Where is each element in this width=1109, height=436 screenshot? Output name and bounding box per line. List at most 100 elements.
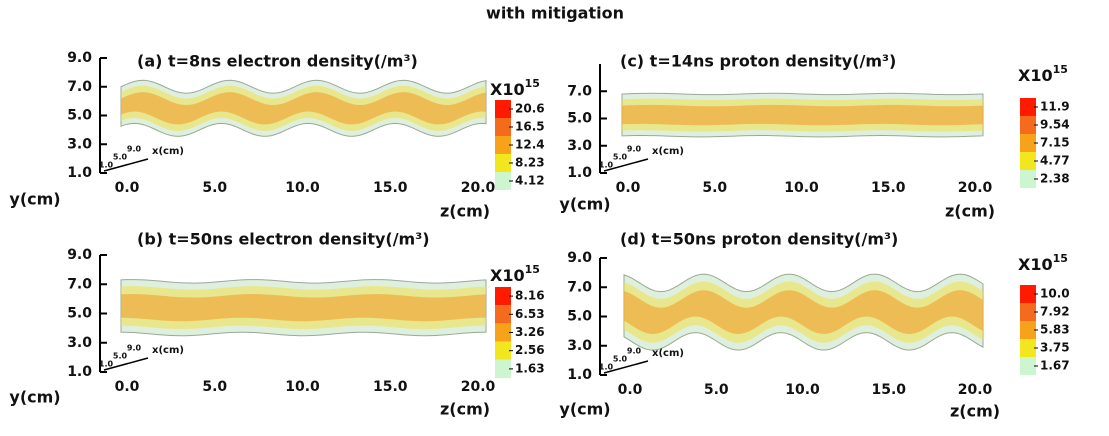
inset-axis (103, 357, 149, 371)
y-tick-label: 9.0 (567, 250, 592, 266)
y-tick-label: 1.0 (567, 367, 592, 383)
y-axis-label: y(cm) (9, 388, 60, 407)
colorbar-exponent: 15 (1053, 63, 1068, 76)
colorbar-tick-label: 12.4 (515, 138, 545, 152)
y-axis-label: y(cm) (559, 195, 610, 214)
inset-label: x(cm) (152, 146, 184, 157)
inset-tick-label: 9.0 (127, 145, 142, 154)
y-tick-label: 7.0 (67, 276, 92, 292)
y-tick-label: 1.0 (67, 364, 92, 380)
colorbar-cell (1020, 357, 1036, 375)
colorbar-cell (1020, 303, 1036, 321)
inset-tick-label: 1.0 (99, 161, 114, 170)
colorbar-title: X1015 (490, 263, 540, 285)
inset-tick-label: 5.0 (113, 153, 128, 162)
inset-tick-label: 5.0 (613, 355, 628, 364)
y-tick-label: 7.0 (67, 79, 92, 95)
y-axis-label: y(cm) (9, 190, 60, 209)
y-tick-label: 7.0 (567, 83, 592, 99)
x-tick-label: 15.0 (373, 180, 408, 196)
density-tube (121, 294, 486, 322)
x-tick-label: 15.0 (871, 382, 906, 398)
x-tick-label: 15.0 (373, 379, 408, 395)
inset-axis (603, 360, 649, 374)
x-tick-label: 10.0 (784, 180, 819, 196)
y-tick-label: 5.0 (67, 306, 92, 322)
colorbar-tick-label: 3.75 (1040, 341, 1070, 355)
y-tick-label: 3.0 (567, 138, 592, 154)
y-tick-label: 1.0 (67, 165, 92, 181)
colorbar-cell (495, 136, 511, 154)
x-tick-label: 20.0 (958, 180, 993, 196)
colorbar-cell (1020, 339, 1036, 357)
colorbar-tick-label: 4.77 (1040, 154, 1070, 168)
density-tube (121, 92, 486, 125)
colorbar-cell (1020, 134, 1036, 152)
y-tick-label: 5.0 (67, 108, 92, 124)
y-tick-label: 5.0 (567, 309, 592, 325)
y-tick-label: 7.0 (567, 279, 592, 295)
colorbar-tick-label: 1.63 (515, 361, 545, 375)
colorbar-cell (495, 154, 511, 172)
colorbar-multiplier: X10 (490, 266, 525, 285)
x-tick-label: 20.0 (958, 382, 993, 398)
inset-tick-label: 9.0 (127, 344, 142, 353)
panel-title: (a) t=8ns electron density(/m³) (137, 52, 418, 71)
x-tick-label: 5.0 (202, 180, 227, 196)
x-tick-label: 0.0 (616, 180, 641, 196)
inset-label: x(cm) (152, 345, 184, 356)
colorbar-multiplier: X10 (1018, 255, 1053, 274)
panel-title: (c) t=14ns proton density(/m³) (620, 52, 896, 71)
y-tick-label: 3.0 (67, 335, 92, 351)
density-tube (624, 290, 983, 334)
x-tick-label: 10.0 (285, 180, 320, 196)
colorbar-tick-label: 8.16 (515, 289, 545, 303)
x-tick-label: 5.0 (702, 180, 727, 196)
colorbar-cell (1020, 152, 1036, 170)
x-tick-label: 5.0 (704, 382, 729, 398)
inset-tick-label: 9.0 (627, 347, 642, 356)
colorbar-title: X1015 (1018, 63, 1068, 85)
colorbar-cell (495, 100, 511, 118)
colorbar-exponent: 15 (1053, 252, 1068, 265)
colorbar-cell (495, 305, 511, 324)
x-axis-label: z(cm) (950, 402, 1000, 421)
colorbar-cell (495, 323, 511, 342)
colorbar-tick-label: 5.83 (1040, 323, 1070, 337)
x-axis-label: z(cm) (440, 202, 490, 221)
inset-tick-label: 9.0 (627, 145, 642, 154)
colorbar-cell (495, 118, 511, 136)
x-tick-label: 15.0 (871, 180, 906, 196)
colorbar-exponent: 15 (525, 77, 540, 90)
colorbar-cell (1020, 321, 1036, 339)
inset-tick-label: 5.0 (613, 153, 628, 162)
x-tick-label: 20.0 (461, 180, 496, 196)
colorbar-tick-label: 2.56 (515, 343, 545, 357)
colorbar-tick-label: 9.54 (1040, 118, 1070, 132)
colorbar-tick-label: 11.9 (1040, 100, 1070, 114)
y-tick-label: 5.0 (567, 111, 592, 127)
figure-title: with mitigation (486, 4, 624, 23)
colorbar-tick-label: 8.23 (515, 156, 545, 170)
inset-label: x(cm) (652, 348, 684, 359)
inset-tick-label: 1.0 (99, 360, 114, 369)
y-tick-label: 9.0 (67, 50, 92, 66)
panel-title: (d) t=50ns proton density(/m³) (620, 230, 898, 249)
y-tick-label: 3.0 (567, 338, 592, 354)
colorbar-tick-label: 4.12 (515, 174, 545, 188)
colorbar-tick-label: 2.38 (1040, 172, 1070, 186)
colorbar-title: X1015 (490, 77, 540, 99)
inset-axis (603, 158, 649, 172)
colorbar-tick-label: 1.67 (1040, 359, 1070, 373)
colorbar-cell (495, 287, 511, 306)
x-tick-label: 0.0 (115, 180, 140, 196)
colorbar-title: X1015 (1018, 252, 1068, 274)
y-tick-label: 1.0 (567, 165, 592, 181)
colorbar-cell (1020, 116, 1036, 134)
colorbar-tick-label: 20.6 (515, 102, 545, 116)
colorbar-tick-label: 10.0 (1040, 287, 1070, 301)
x-tick-label: 0.0 (618, 382, 643, 398)
x-axis-label: z(cm) (945, 202, 995, 221)
x-tick-label: 20.0 (461, 379, 496, 395)
density-tube (622, 104, 983, 126)
